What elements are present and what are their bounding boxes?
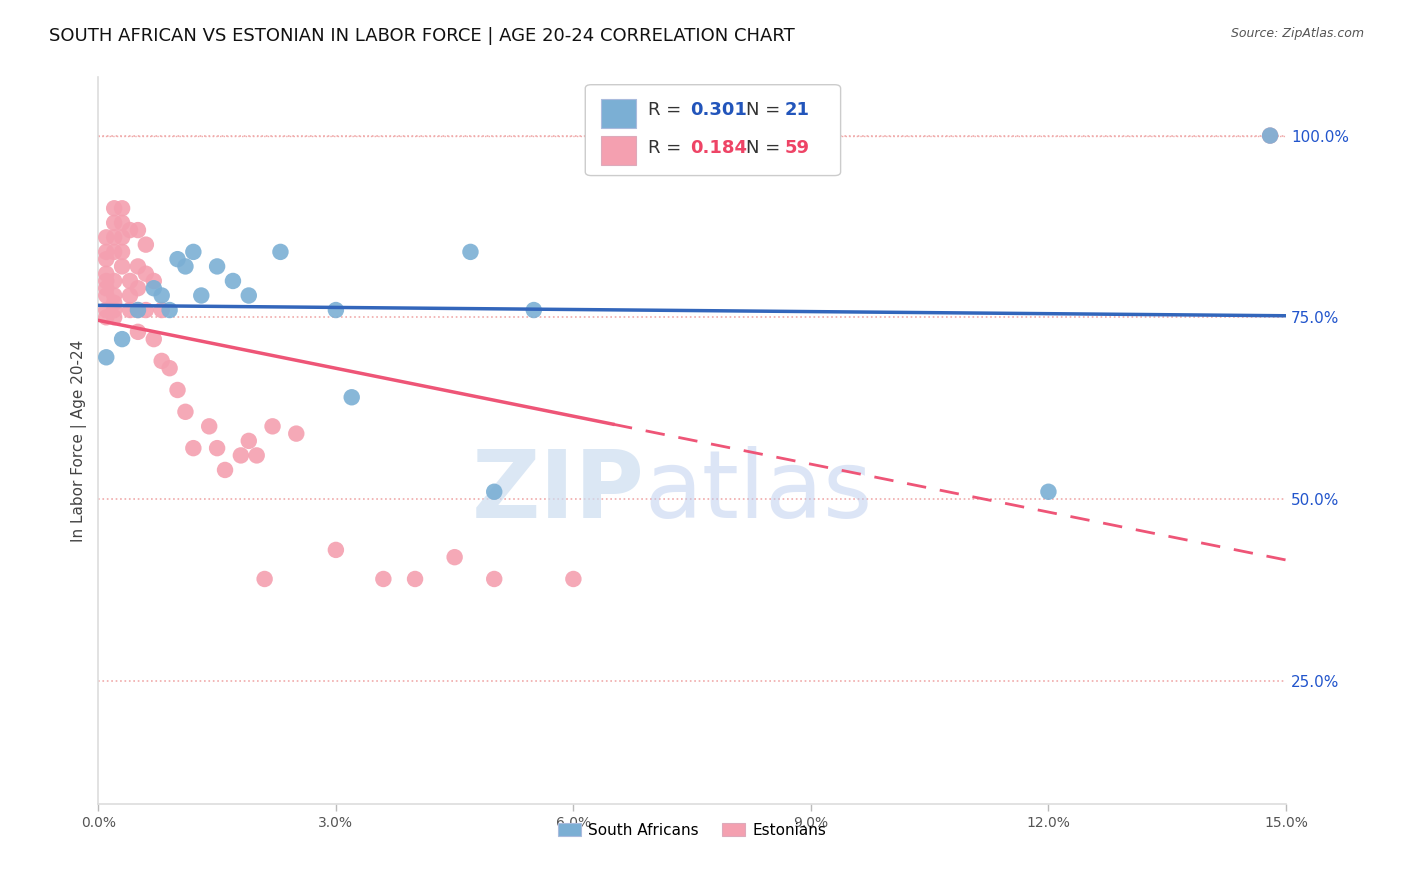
Point bbox=[96, 310, 118, 325]
Point bbox=[166, 252, 188, 267]
Text: atlas: atlas bbox=[644, 446, 873, 538]
Point bbox=[150, 354, 173, 368]
Point bbox=[96, 244, 118, 259]
Point bbox=[238, 288, 260, 302]
Point bbox=[285, 426, 308, 441]
Point bbox=[111, 216, 134, 230]
Point bbox=[103, 288, 125, 302]
Point bbox=[198, 419, 221, 434]
Point bbox=[190, 288, 212, 302]
Point bbox=[340, 390, 363, 404]
Text: N =: N = bbox=[745, 101, 786, 119]
Point bbox=[205, 441, 228, 455]
Point bbox=[484, 572, 506, 586]
Point bbox=[142, 332, 165, 346]
Point bbox=[103, 274, 125, 288]
Point bbox=[174, 405, 197, 419]
Point bbox=[118, 288, 141, 302]
Point bbox=[443, 550, 465, 565]
Point bbox=[229, 449, 252, 463]
Point bbox=[205, 260, 228, 274]
Point bbox=[159, 361, 181, 376]
Point bbox=[150, 303, 173, 318]
Point bbox=[96, 303, 118, 318]
Point bbox=[118, 223, 141, 237]
Text: 21: 21 bbox=[785, 101, 810, 119]
Point bbox=[103, 216, 125, 230]
Point bbox=[96, 267, 118, 281]
Point bbox=[127, 223, 149, 237]
FancyBboxPatch shape bbox=[585, 85, 841, 176]
Point bbox=[103, 201, 125, 215]
Point bbox=[103, 295, 125, 310]
Point bbox=[150, 288, 173, 302]
Point bbox=[127, 303, 149, 318]
Y-axis label: In Labor Force | Age 20-24: In Labor Force | Age 20-24 bbox=[72, 340, 87, 542]
Point bbox=[127, 260, 149, 274]
Point bbox=[325, 303, 347, 318]
Point bbox=[404, 572, 426, 586]
Point bbox=[159, 303, 181, 318]
Point bbox=[262, 419, 284, 434]
Point bbox=[111, 244, 134, 259]
Text: ZIP: ZIP bbox=[472, 446, 644, 538]
Point bbox=[135, 237, 157, 252]
Text: SOUTH AFRICAN VS ESTONIAN IN LABOR FORCE | AGE 20-24 CORRELATION CHART: SOUTH AFRICAN VS ESTONIAN IN LABOR FORCE… bbox=[49, 27, 794, 45]
Text: Source: ZipAtlas.com: Source: ZipAtlas.com bbox=[1230, 27, 1364, 40]
Legend: South Africans, Estonians: South Africans, Estonians bbox=[551, 817, 832, 844]
Point bbox=[183, 244, 205, 259]
Point bbox=[96, 288, 118, 302]
Point bbox=[484, 484, 506, 499]
FancyBboxPatch shape bbox=[600, 136, 637, 165]
Point bbox=[1038, 484, 1060, 499]
Point bbox=[523, 303, 546, 318]
Point bbox=[96, 230, 118, 244]
Point bbox=[103, 244, 125, 259]
Point bbox=[460, 244, 482, 259]
Point bbox=[246, 449, 269, 463]
Point bbox=[96, 274, 118, 288]
Point bbox=[325, 542, 347, 557]
Point bbox=[562, 572, 585, 586]
Text: R =: R = bbox=[648, 139, 688, 157]
Text: 0.184: 0.184 bbox=[690, 139, 747, 157]
Point bbox=[269, 244, 291, 259]
Point bbox=[222, 274, 245, 288]
Point bbox=[142, 281, 165, 295]
Point bbox=[253, 572, 276, 586]
Point bbox=[238, 434, 260, 448]
Point bbox=[127, 303, 149, 318]
Point bbox=[142, 274, 165, 288]
Text: N =: N = bbox=[745, 139, 786, 157]
Point bbox=[127, 325, 149, 339]
Point bbox=[166, 383, 188, 397]
Point bbox=[118, 274, 141, 288]
Point bbox=[1258, 128, 1281, 143]
Point bbox=[135, 267, 157, 281]
FancyBboxPatch shape bbox=[600, 99, 637, 128]
Point bbox=[174, 260, 197, 274]
Point bbox=[135, 303, 157, 318]
Text: 59: 59 bbox=[785, 139, 810, 157]
Text: R =: R = bbox=[648, 101, 688, 119]
Point bbox=[111, 230, 134, 244]
Point bbox=[127, 281, 149, 295]
Point bbox=[1258, 128, 1281, 143]
Point bbox=[373, 572, 395, 586]
Point bbox=[96, 281, 118, 295]
Point bbox=[96, 252, 118, 267]
Point bbox=[111, 260, 134, 274]
Text: 0.301: 0.301 bbox=[690, 101, 747, 119]
Point bbox=[214, 463, 236, 477]
Point bbox=[103, 303, 125, 318]
Point bbox=[103, 310, 125, 325]
Point bbox=[96, 351, 118, 365]
Point bbox=[118, 303, 141, 318]
Point bbox=[183, 441, 205, 455]
Point bbox=[103, 230, 125, 244]
Point bbox=[111, 332, 134, 346]
Point bbox=[111, 201, 134, 215]
